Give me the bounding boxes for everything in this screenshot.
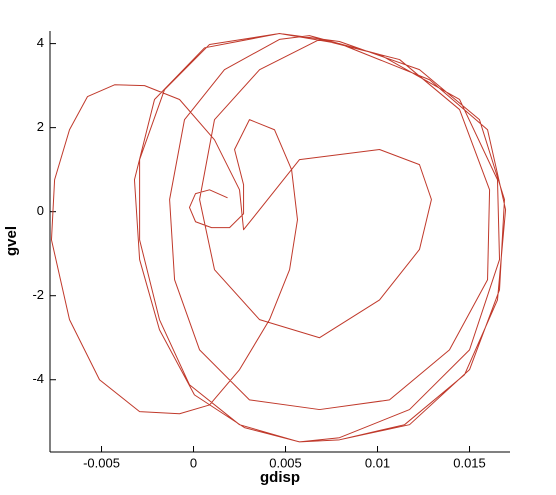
trajectory-line	[50, 33, 507, 443]
y-tick-label: -2	[32, 287, 44, 302]
x-tick-label: -0.005	[83, 455, 120, 470]
y-axis-label: gvel	[3, 226, 20, 256]
y-tick-label: -4	[32, 371, 44, 386]
x-axis-label: gdisp	[260, 469, 300, 486]
x-tick-label: 0	[190, 455, 197, 470]
y-tick-label: 0	[37, 203, 44, 218]
y-tick-label: 2	[37, 119, 44, 134]
y-tick-label: 4	[37, 35, 44, 50]
x-tick-label: 0.015	[453, 455, 486, 470]
x-tick-label: 0.005	[269, 455, 302, 470]
x-tick-label: 0.01	[365, 455, 390, 470]
